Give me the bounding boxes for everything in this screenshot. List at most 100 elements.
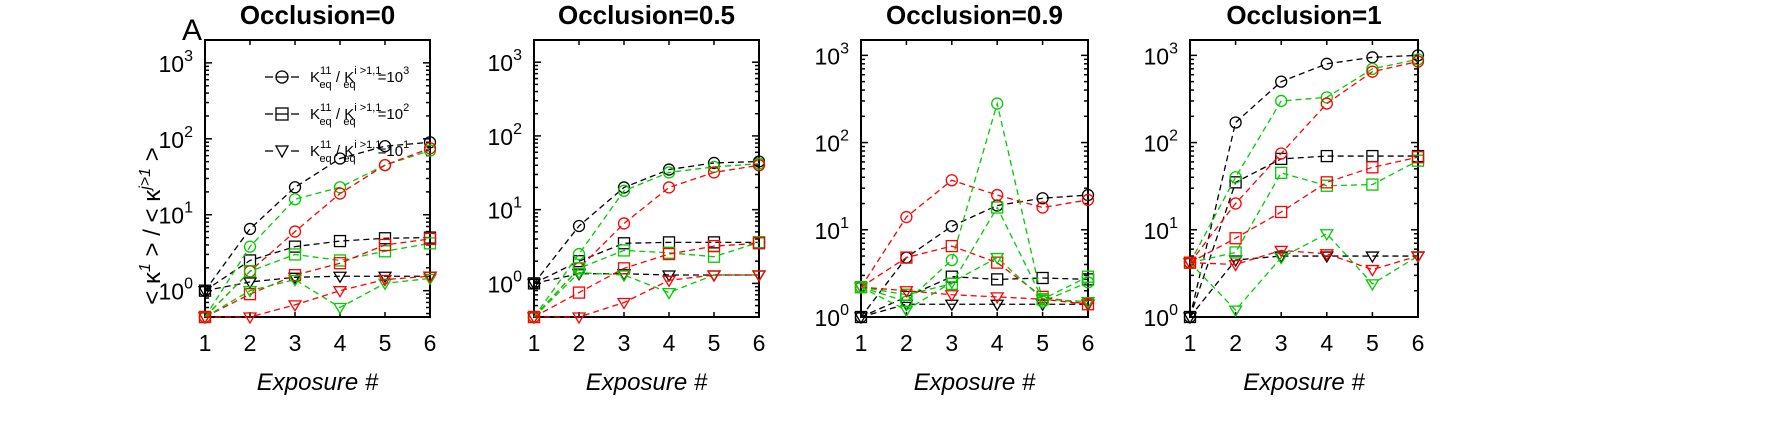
data-point-triangle	[899, 305, 914, 318]
data-point-triangle	[287, 272, 303, 285]
y-tick-label: 101	[488, 195, 523, 224]
x-tick-label: 5	[1366, 330, 1379, 356]
x-tick-label: 4	[663, 330, 676, 356]
data-point-square	[1411, 151, 1425, 164]
data-point-circle	[900, 210, 913, 224]
y-tick-label: 102	[815, 128, 850, 157]
svg-text:< κ1 > / < κj>1 >: < κ1 > / < κj>1 >	[137, 147, 166, 304]
x-tick-label: 1	[199, 330, 212, 356]
data-point-triangle	[377, 271, 393, 284]
series-line	[860, 256, 1089, 311]
series-line	[533, 160, 760, 284]
data-point-square	[752, 237, 766, 250]
data-point-triangle	[526, 312, 542, 325]
data-point-circle	[1411, 49, 1425, 62]
data-point-triangle	[1365, 279, 1380, 292]
plot-frame	[860, 39, 1089, 318]
x-tick-label: 1	[528, 330, 541, 356]
panel-title: Occlusion=1	[1226, 0, 1381, 30]
data-point-circle	[1036, 201, 1049, 214]
data-point-square	[900, 251, 913, 264]
x-axis-label: Exposure #	[586, 369, 708, 396]
x-tick-label: 2	[1229, 330, 1242, 356]
data-point-circle	[707, 156, 721, 170]
data-point-triangle	[1365, 264, 1380, 277]
data-point-circle	[945, 220, 958, 233]
data-point-triangle	[1319, 249, 1334, 262]
series-line	[860, 206, 1089, 301]
data-point-triangle	[332, 302, 348, 315]
ylabel-part-2: > / < κ	[139, 189, 166, 263]
y-tick-label: 103	[488, 47, 523, 76]
data-point-circle	[707, 166, 721, 179]
data-point-triangle	[1410, 251, 1426, 264]
data-point-circle	[662, 163, 676, 176]
y-tick-label: 102	[488, 121, 523, 150]
x-tick-label: 6	[1412, 330, 1425, 356]
series-line	[1189, 249, 1419, 271]
data-point-circle	[945, 174, 958, 187]
series-group	[526, 155, 767, 325]
series-line	[1189, 58, 1419, 263]
data-point-square	[707, 239, 721, 253]
series-line	[204, 141, 431, 292]
data-point-triangle	[1319, 229, 1334, 242]
series-line	[204, 242, 431, 318]
data-point-circle	[1275, 75, 1288, 88]
x-tick-label: 6	[424, 330, 437, 356]
data-point-triangle	[899, 286, 914, 299]
data-point-triangle	[616, 297, 632, 310]
x-axis-label: Exposure #	[1243, 369, 1365, 396]
chart-panel: Occlusion=1 1 2 3 4 5 6 100 101 102 103 Exposure #	[1144, 0, 1426, 396]
legend-item: K11 eq / Ki >1,1 eq =101	[265, 139, 409, 165]
x-tick-label: 1	[1184, 330, 1197, 356]
data-point-circle	[1275, 147, 1288, 160]
series-line	[1189, 155, 1418, 318]
series-line	[533, 271, 759, 318]
y-tick-label: 102	[159, 124, 194, 153]
data-point-circle	[1229, 116, 1242, 129]
data-point-square	[662, 247, 676, 261]
series-line	[860, 245, 1089, 305]
series-line	[533, 241, 759, 284]
data-point-circle	[1036, 192, 1049, 205]
series-line	[533, 241, 760, 318]
data-point-circle	[333, 181, 347, 194]
data-point-triangle	[197, 286, 213, 298]
y-tick-label: 103	[1144, 40, 1179, 69]
series-line	[533, 242, 760, 318]
panel-title: Occlusion=0.5	[558, 0, 735, 30]
x-tick-label: 6	[753, 330, 766, 356]
data-point-triangle	[1182, 257, 1198, 270]
series-line	[204, 275, 430, 292]
x-tick-label: 4	[991, 330, 1004, 356]
data-point-square	[991, 273, 1004, 286]
series-line	[860, 179, 1089, 288]
plot-frame	[533, 39, 760, 318]
data-point-triangle	[1319, 251, 1334, 264]
data-point-triangle	[1080, 299, 1096, 312]
x-axis-label: Exposure #	[914, 369, 1036, 396]
data-point-triangle	[422, 273, 438, 286]
data-point-triangle	[616, 270, 632, 283]
y-tick-label: 101	[815, 215, 850, 244]
series-line	[1189, 255, 1418, 318]
data-point-triangle	[422, 271, 438, 284]
data-point-square	[945, 239, 958, 253]
data-point-square	[378, 232, 392, 245]
data-point-triangle	[990, 252, 1005, 265]
data-point-circle	[752, 159, 766, 172]
data-point-triangle	[1182, 312, 1198, 325]
x-tick-label: 5	[708, 330, 721, 356]
data-point-circle	[1229, 197, 1242, 210]
data-point-circle	[378, 158, 392, 172]
data-point-square	[1320, 149, 1333, 163]
data-point-triangle	[751, 270, 767, 283]
data-point-circle	[333, 152, 347, 165]
series-line	[1189, 156, 1419, 264]
data-point-square	[378, 245, 392, 258]
x-tick-label: 5	[1036, 330, 1049, 356]
x-tick-label: 3	[945, 330, 958, 356]
